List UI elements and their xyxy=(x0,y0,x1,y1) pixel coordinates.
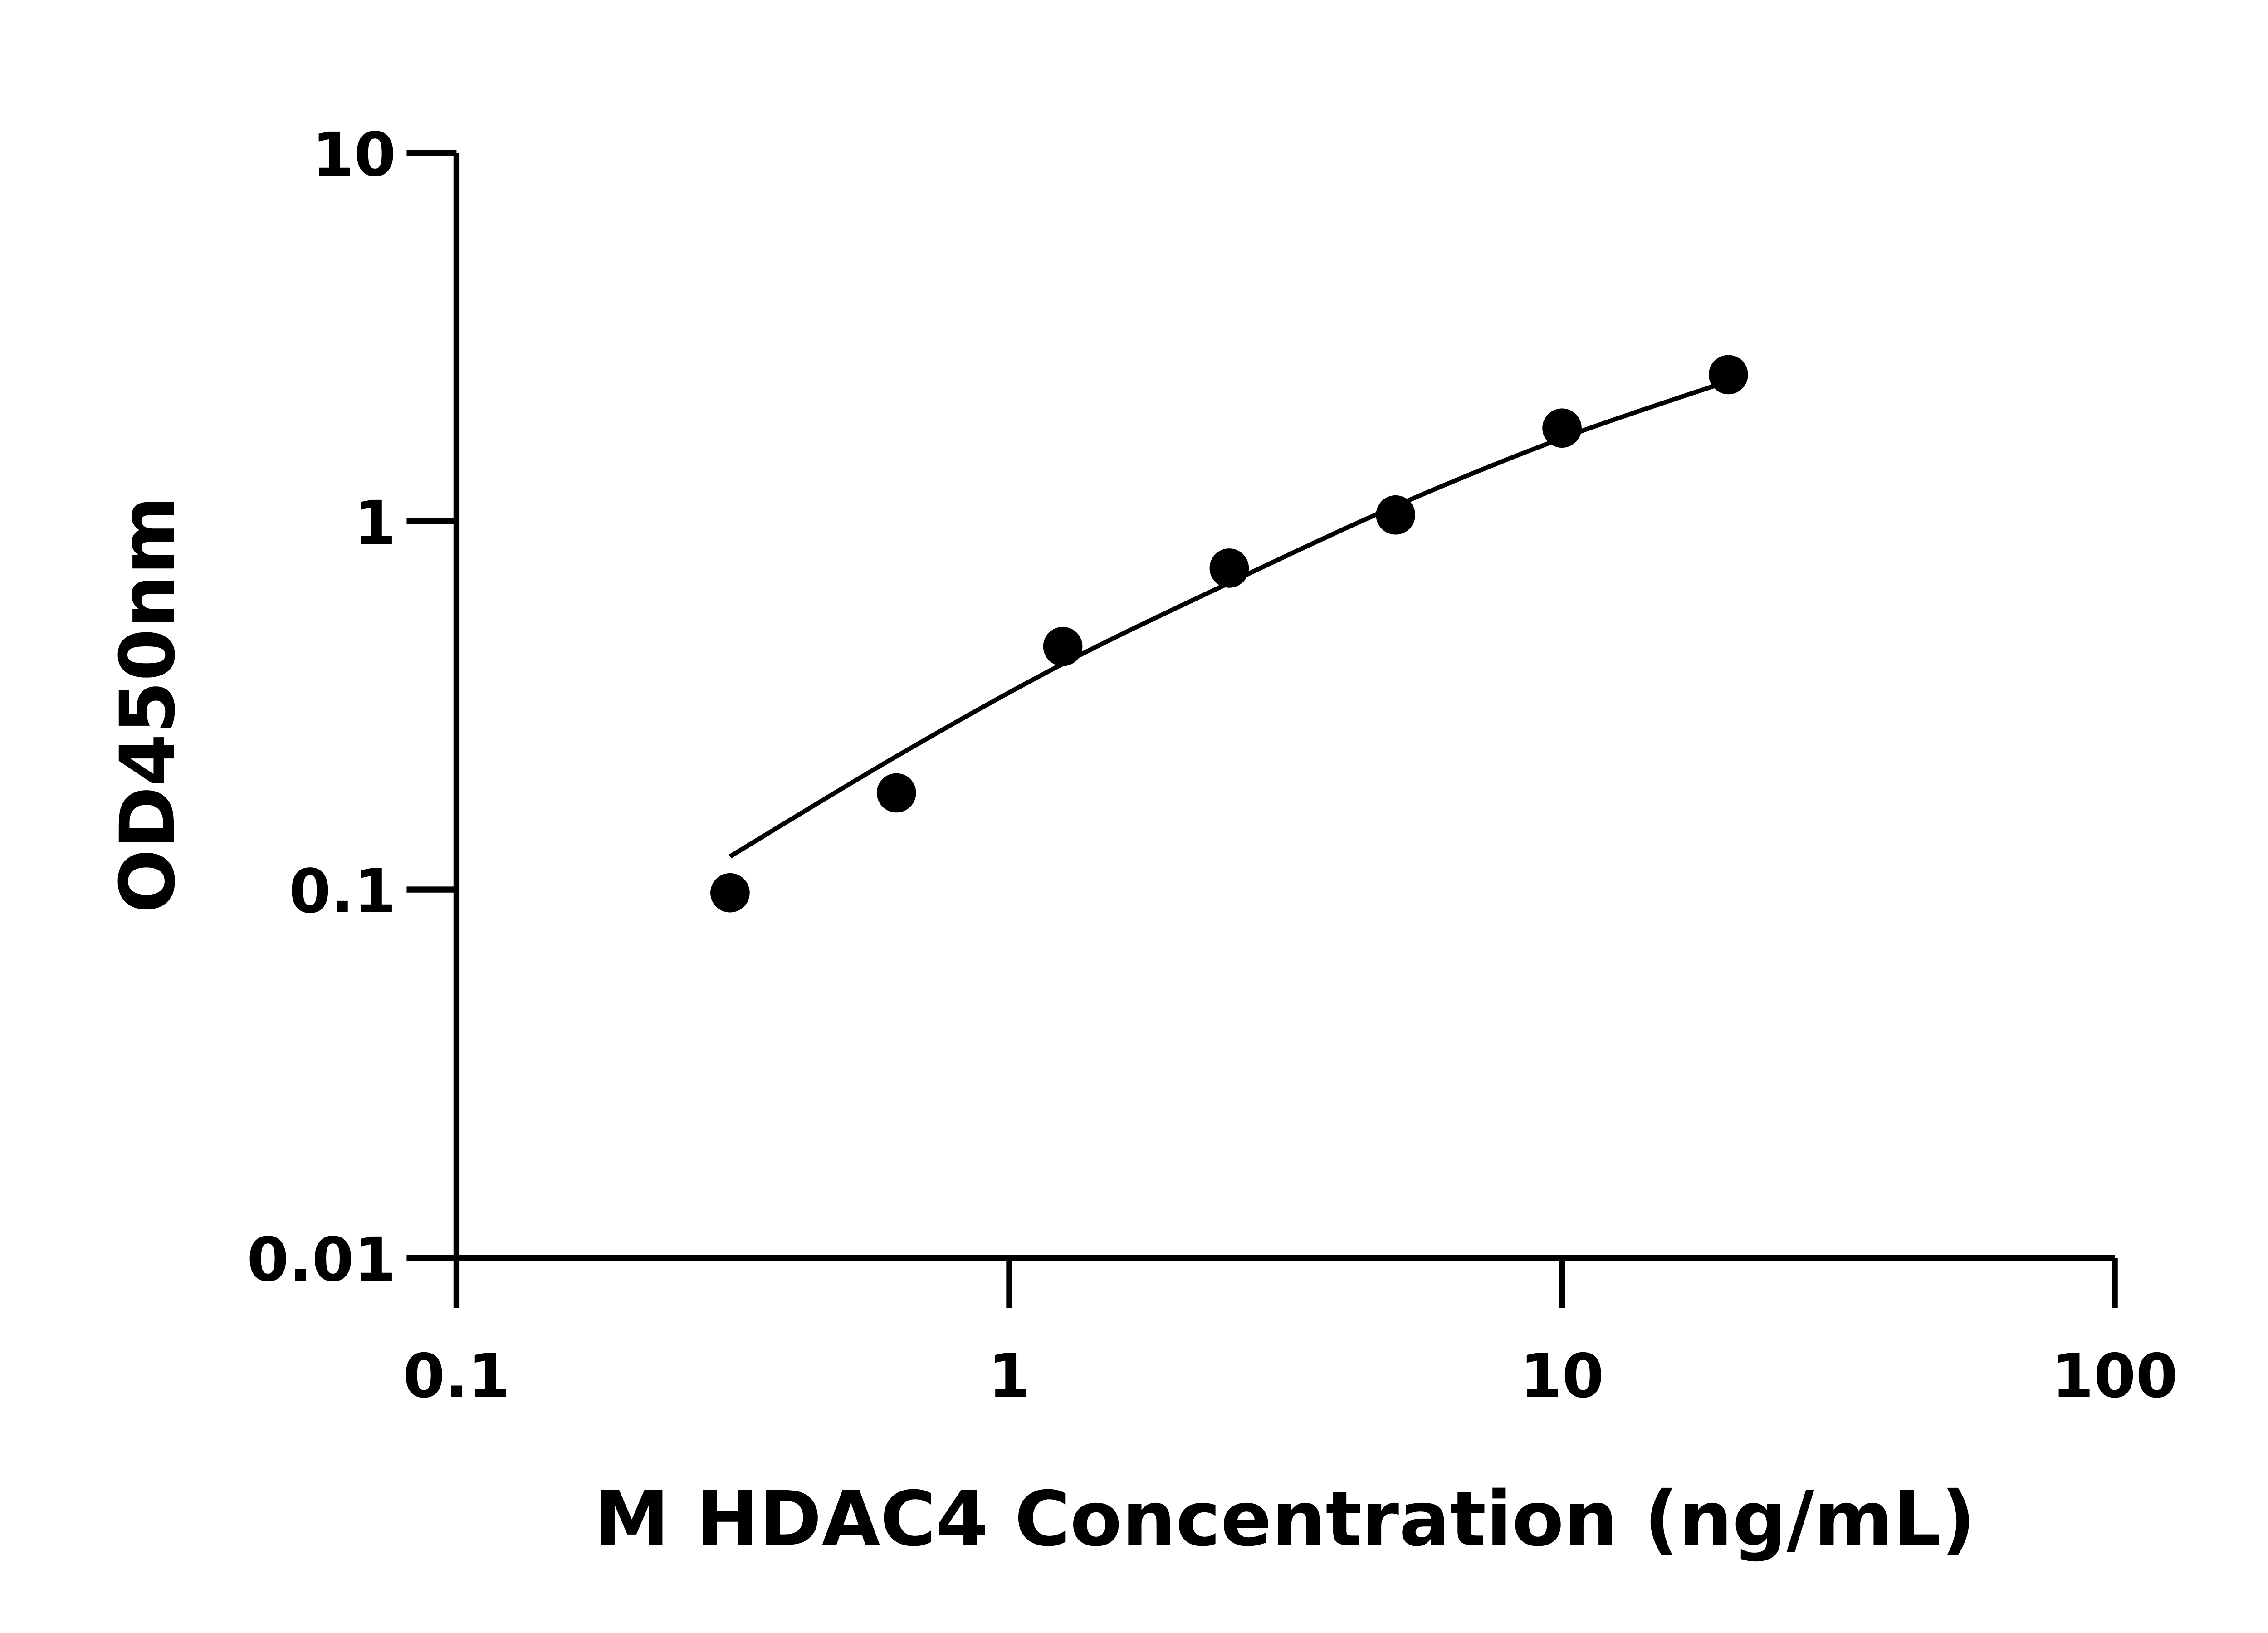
y-tick-label: 0.1 xyxy=(289,856,396,927)
data-point xyxy=(1376,495,1416,535)
data-point xyxy=(1209,548,1249,588)
x-tick-label: 100 xyxy=(2052,1341,2178,1412)
data-point xyxy=(1542,408,1582,448)
x-tick-label: 0.1 xyxy=(403,1341,510,1412)
y-axis-title: OD450nm xyxy=(104,496,192,913)
y-tick-label: 0.01 xyxy=(247,1225,396,1295)
x-tick-label: 10 xyxy=(1520,1341,1604,1412)
data-point xyxy=(710,873,750,913)
data-point xyxy=(1709,355,1748,395)
y-tick-label: 10 xyxy=(312,120,396,190)
data-point xyxy=(1043,626,1083,666)
data-points xyxy=(710,355,1748,913)
y-tick-label: 1 xyxy=(354,488,396,558)
x-tick-label: 1 xyxy=(988,1341,1031,1412)
data-point xyxy=(876,773,916,813)
axes xyxy=(453,153,2115,1261)
x-axis-title: M HDAC4 Concentration (ng/mL) xyxy=(594,1475,1975,1563)
